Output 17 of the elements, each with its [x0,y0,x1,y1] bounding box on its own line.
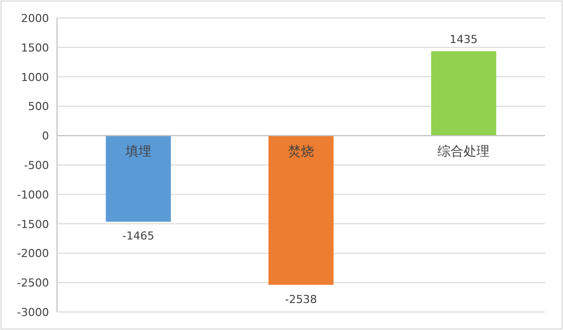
y-tick-label: 500 [28,100,49,114]
y-tick-label: -1500 [17,218,49,231]
x-tick-label: 填埋 [124,144,152,160]
y-tick-label: 1000 [21,70,49,84]
x-tick-label: 焚烧 [288,144,314,160]
y-tick-label: -1000 [17,188,49,202]
y-tick-label: 2000 [21,12,49,25]
y-tick-label: 0 [42,130,49,143]
y-tick-label: -3000 [17,306,49,319]
data-label: -1465 [122,230,154,243]
y-tick-label: -2500 [17,276,49,290]
y-tick-label: -500 [24,159,49,172]
y-tick-label: -2000 [17,247,49,260]
data-label: 1435 [450,33,478,46]
x-tick-label: 综合处理 [438,144,490,160]
y-tick-label: 1500 [21,41,49,54]
data-label: -2538 [285,292,317,306]
